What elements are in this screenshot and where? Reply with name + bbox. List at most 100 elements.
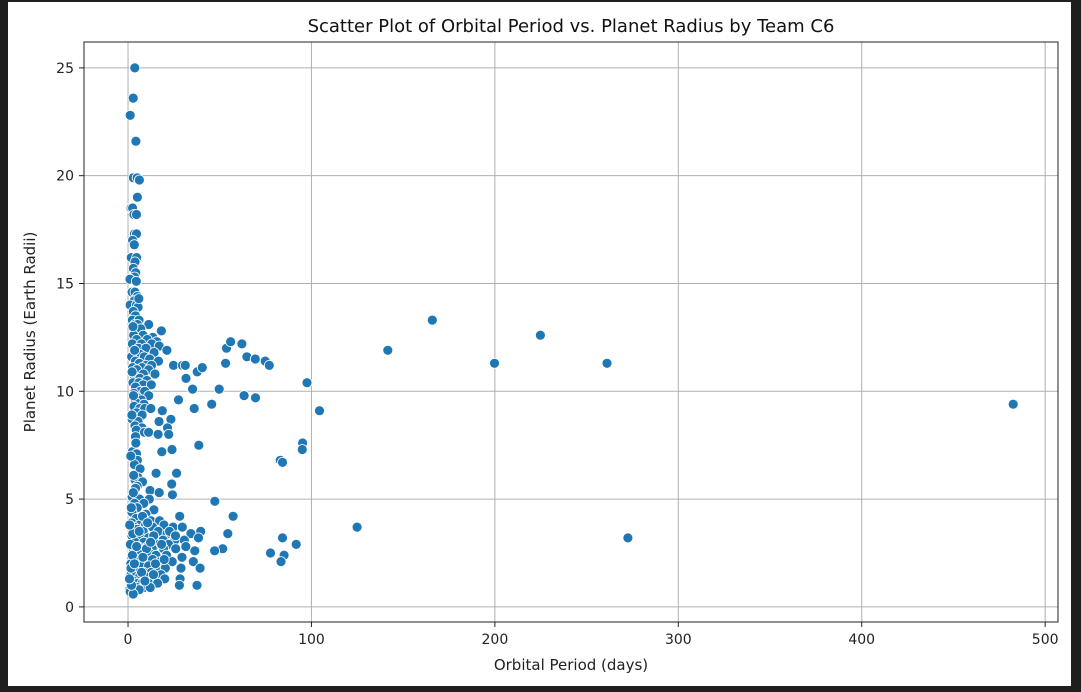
- data-point: [131, 209, 142, 220]
- data-point: [130, 275, 142, 287]
- data-point: [180, 541, 192, 552]
- data-point: [125, 502, 137, 514]
- y-tick-label: 15: [56, 276, 74, 292]
- data-point: [126, 409, 138, 421]
- y-tick-label: 0: [65, 600, 74, 616]
- data-point: [127, 487, 139, 499]
- data-point: [222, 528, 234, 539]
- data-point: [489, 357, 500, 369]
- data-point: [209, 545, 221, 557]
- data-point: [153, 487, 165, 499]
- data-point: [265, 547, 276, 559]
- data-point: [143, 426, 155, 438]
- y-tick-label: 25: [56, 61, 74, 77]
- data-point: [156, 539, 168, 550]
- data-point: [170, 543, 182, 555]
- x-tick-label: 300: [665, 632, 692, 648]
- data-point: [129, 344, 140, 356]
- data-point: [174, 510, 186, 522]
- scatter-chart: 0 100 200 300 400 500 0 5 10 15 20 25 Scatter Plot …: [21, 16, 1059, 674]
- y-axis-label: Planet Radius (Earth Radii): [21, 232, 39, 433]
- data-point: [133, 293, 145, 305]
- x-tick-label: 200: [482, 632, 509, 648]
- axis-ticks: 0 100 200 300 400 500 0 5 10 15 20 25: [56, 61, 1058, 648]
- plot-area: [84, 42, 1058, 622]
- data-point: [236, 338, 248, 350]
- data-point: [148, 569, 159, 580]
- data-point: [225, 336, 237, 348]
- data-point: [124, 519, 136, 531]
- data-point: [206, 398, 218, 410]
- data-point: [156, 446, 168, 458]
- data-point: [220, 357, 232, 369]
- data-point: [193, 439, 205, 451]
- data-point: [130, 437, 142, 449]
- data-point: [124, 109, 136, 121]
- data-point: [161, 344, 173, 356]
- data-point: [176, 551, 188, 563]
- data-point: [171, 467, 183, 479]
- y-tick-label: 10: [56, 384, 74, 400]
- data-point: [263, 359, 275, 371]
- plot-frame: [83, 41, 1059, 623]
- data-point: [139, 575, 151, 587]
- data-point: [189, 545, 201, 557]
- data-point: [275, 556, 287, 567]
- data-point: [296, 444, 308, 455]
- x-axis-label: Orbital Period (days): [494, 656, 648, 674]
- data-point: [173, 579, 185, 591]
- data-point: [187, 556, 199, 567]
- data-point: [137, 551, 149, 563]
- data-point: [153, 416, 165, 427]
- data-point: [145, 536, 157, 548]
- data-point: [382, 344, 394, 356]
- data-point: [601, 357, 613, 369]
- data-point: [127, 588, 139, 600]
- data-point: [166, 444, 178, 455]
- data-point: [166, 478, 178, 490]
- data-point: [426, 314, 438, 326]
- data-point: [179, 359, 191, 371]
- data-point: [133, 174, 145, 186]
- x-tick-label: 500: [1032, 632, 1059, 648]
- data-point: [166, 489, 178, 501]
- data-point: [209, 495, 221, 507]
- data-point: [131, 541, 143, 552]
- data-point: [187, 383, 199, 395]
- data-point: [129, 558, 140, 570]
- data-point: [277, 456, 288, 468]
- data-point: [145, 403, 157, 414]
- data-point: [249, 353, 261, 365]
- data-point: [180, 372, 192, 384]
- x-tick-label: 0: [124, 632, 133, 648]
- data-point: [145, 379, 157, 391]
- data-point: [314, 405, 325, 417]
- data-point: [170, 530, 181, 542]
- data-point: [250, 392, 261, 404]
- data-point: [150, 558, 161, 570]
- data-point: [168, 359, 179, 371]
- y-tick-label: 5: [65, 492, 74, 508]
- data-point: [149, 368, 161, 380]
- data-point: [290, 539, 302, 550]
- data-point: [213, 383, 225, 395]
- data-point: [194, 562, 206, 574]
- data-point: [277, 532, 288, 544]
- data-point: [127, 92, 139, 104]
- y-tick-label: 20: [56, 169, 74, 185]
- data-point: [351, 521, 363, 533]
- data-point: [175, 562, 187, 574]
- data-point: [158, 554, 170, 565]
- data-point: [301, 377, 313, 389]
- x-tick-label: 100: [298, 632, 325, 648]
- data-points: [124, 62, 1019, 600]
- data-point: [152, 428, 164, 440]
- data-point: [131, 191, 143, 203]
- data-point: [191, 579, 203, 591]
- chart-title: Scatter Plot of Orbital Period vs. Plane…: [308, 16, 835, 37]
- data-point: [128, 239, 140, 251]
- data-point: [129, 62, 141, 74]
- data-point: [133, 526, 145, 537]
- data-point: [196, 362, 208, 374]
- data-point: [125, 450, 137, 462]
